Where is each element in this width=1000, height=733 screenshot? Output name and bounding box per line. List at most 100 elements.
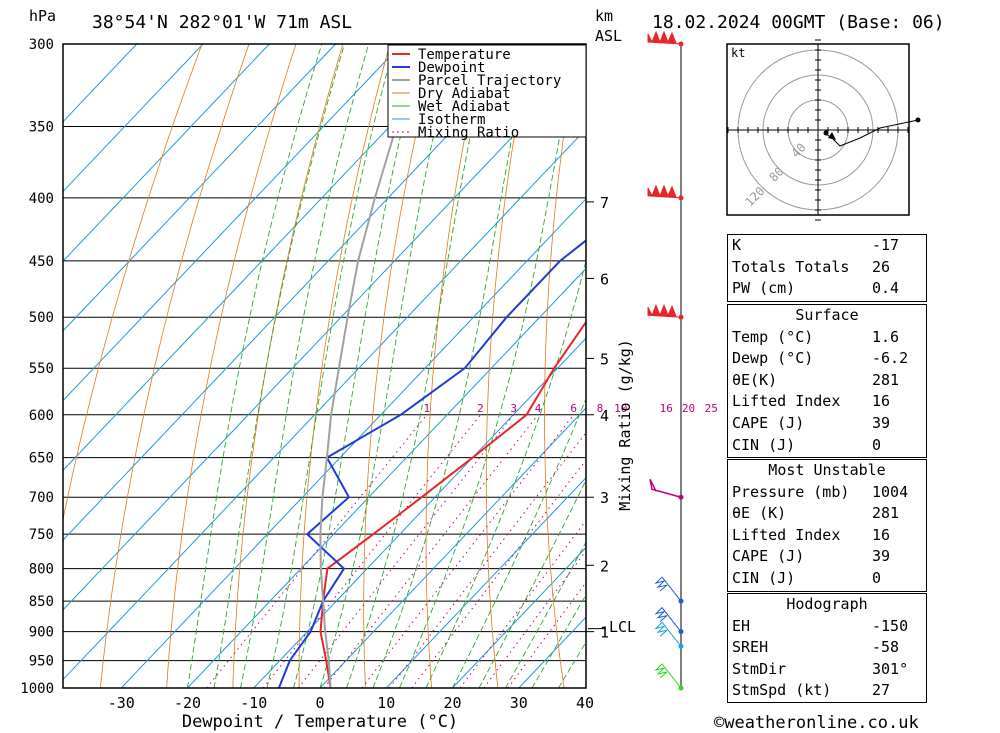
isotherm-line bbox=[385, 477, 586, 688]
location-title: 38°54'N 282°01'W 71m ASL bbox=[92, 12, 352, 33]
hodograph-unit-label: kt bbox=[731, 46, 745, 60]
surface-row-thetae: θE(K) 281 bbox=[732, 370, 900, 389]
legend-label-dry-adiabat: Dry Adiabat bbox=[418, 86, 511, 102]
dry-adiabat bbox=[363, 44, 438, 688]
isotherm-line bbox=[319, 407, 586, 688]
wet-adiabat bbox=[452, 397, 586, 688]
legend-label-isotherm: Isotherm bbox=[418, 112, 485, 128]
isotherm-line bbox=[63, 44, 535, 541]
isotherm-line bbox=[452, 546, 586, 688]
isotherm-line bbox=[63, 128, 586, 681]
pressure-tick-600: 600 bbox=[29, 408, 54, 424]
lcl-label: LCL bbox=[609, 618, 636, 636]
mixing-ratio-label-25: 25 bbox=[705, 402, 718, 415]
wind-barb-925 bbox=[654, 621, 682, 647]
isotherm-line bbox=[63, 44, 270, 262]
height-tick-3: 3 bbox=[600, 489, 609, 507]
mu-row-cape: CAPE (J) 39 bbox=[732, 547, 891, 566]
wet-adiabat bbox=[293, 44, 424, 688]
surface-row-cin: CIN (J) 0 bbox=[732, 435, 882, 454]
hodo-row-stmdir: StmDir 301° bbox=[732, 659, 909, 678]
index-row-totals: Totals Totals 26 bbox=[732, 257, 891, 276]
isotherm-line bbox=[253, 337, 586, 688]
wet-adiabat bbox=[319, 44, 455, 688]
pressure-tick-800: 800 bbox=[29, 562, 54, 578]
dry-adiabat bbox=[953, 44, 1000, 688]
most-unstable-title: Most Unstable bbox=[768, 461, 886, 479]
dry-adiabat bbox=[298, 44, 391, 688]
mixing-ratio-label-1: 1 bbox=[424, 402, 431, 415]
wet-adiabat bbox=[266, 44, 396, 688]
hodo-row-sreh: SREH -58 bbox=[732, 638, 900, 657]
pressure-tick-450: 450 bbox=[29, 254, 54, 270]
wet-adiabat bbox=[478, 479, 586, 688]
height-tick-1: 1 bbox=[600, 624, 609, 642]
mu-row-pressure: Pressure (mb) 1004 bbox=[732, 482, 909, 501]
mixing-ratio-line-10 bbox=[411, 459, 586, 688]
wind-barbs bbox=[647, 30, 684, 691]
mixing-ratio-label-3: 3 bbox=[510, 402, 517, 415]
mixing-ratio-label-8: 8 bbox=[597, 402, 604, 415]
pressure-tick-350: 350 bbox=[29, 119, 54, 135]
mixing-ratio-label-16: 16 bbox=[660, 402, 673, 415]
legend-label-parcel: Parcel Trajectory bbox=[418, 73, 561, 89]
wet-adiabat bbox=[399, 44, 578, 688]
surface-row-cape: CAPE (J) 39 bbox=[732, 413, 891, 432]
temp-tick--10: -10 bbox=[240, 694, 267, 712]
hodograph-table: Hodograph EH -150 SREH -58 StmDir 301° StmS… bbox=[727, 593, 927, 703]
km-label: km bbox=[595, 7, 613, 25]
surface-row-temp: Temp (°C) 1.6 bbox=[732, 327, 900, 346]
wind-barb-850 bbox=[654, 576, 682, 602]
indices-table: K -17 Totals Totals 26 PW (cm) 0.4 bbox=[727, 234, 927, 302]
asl-label: ASL bbox=[595, 27, 622, 45]
dry-adiabat bbox=[656, 44, 697, 688]
hodograph-ticks bbox=[727, 39, 909, 221]
pressure-tick-500: 500 bbox=[29, 310, 54, 326]
legend-label-temperature: Temperature bbox=[418, 47, 511, 63]
wind-barb-400 bbox=[647, 184, 682, 199]
hodo-row-eh: EH -150 bbox=[732, 616, 909, 635]
temp-tick--30: -30 bbox=[108, 694, 135, 712]
wind-barb-700 bbox=[649, 478, 682, 498]
surface-title: Surface bbox=[795, 306, 859, 324]
temp-tick-20: 20 bbox=[443, 694, 461, 712]
hodograph: kt 40 80 120 bbox=[726, 39, 921, 221]
legend: Temperature Dewpoint Parcel Trajectory D… bbox=[387, 44, 587, 141]
temp-tick-0: 0 bbox=[315, 694, 324, 712]
most-unstable-table: Most Unstable Pressure (mb) 1004 θE (K) 28… bbox=[727, 459, 927, 592]
temp-tick--20: -20 bbox=[174, 694, 201, 712]
mixing-ratio-label-6: 6 bbox=[570, 402, 577, 415]
wind-barb-1000 bbox=[654, 663, 682, 689]
datetime-title: 18.02.2024 00GMT (Base: 06) bbox=[652, 12, 945, 33]
height-tick-7: 7 bbox=[600, 194, 609, 212]
wet-adiabat bbox=[187, 44, 323, 688]
height-tick-5: 5 bbox=[600, 350, 609, 368]
height-tick-2: 2 bbox=[600, 557, 609, 575]
mixing-ratio-line-2 bbox=[262, 414, 481, 688]
wet-adiabat bbox=[240, 44, 370, 688]
wind-barb-300 bbox=[647, 30, 682, 45]
surface-table: Surface Temp (°C) 1.6 Dewp (°C) -6.2 θE(K)… bbox=[727, 304, 927, 458]
copyright: ©weatheronline.co.uk bbox=[714, 713, 919, 733]
mixing-ratio-line-20 bbox=[483, 550, 586, 688]
dry-adiabat bbox=[63, 44, 203, 522]
hodograph-endpoint bbox=[915, 117, 921, 123]
legend-label-dewpoint: Dewpoint bbox=[418, 60, 485, 76]
pressure-tick-750: 750 bbox=[29, 527, 54, 543]
wet-adiabat bbox=[531, 593, 586, 688]
isotherm-line bbox=[120, 198, 586, 688]
pressure-tick-400: 400 bbox=[29, 191, 54, 207]
mixing-ratio-line-8 bbox=[389, 431, 586, 688]
pressure-tick-550: 550 bbox=[29, 361, 54, 377]
mixing-ratio-axis-label: Mixing Ratio (g/kg) bbox=[616, 339, 634, 511]
pressure-tick-850: 850 bbox=[29, 594, 54, 610]
pressure-tick-900: 900 bbox=[29, 625, 54, 641]
pressure-tick-300: 300 bbox=[29, 37, 54, 53]
dry-adiabat bbox=[166, 44, 297, 688]
plot-grid bbox=[63, 44, 1000, 688]
pressure-tick-650: 650 bbox=[29, 451, 54, 467]
pressure-tick-950: 950 bbox=[29, 654, 54, 670]
temp-tick-30: 30 bbox=[510, 694, 528, 712]
surface-row-lifted-index: Lifted Index 16 bbox=[732, 392, 891, 411]
